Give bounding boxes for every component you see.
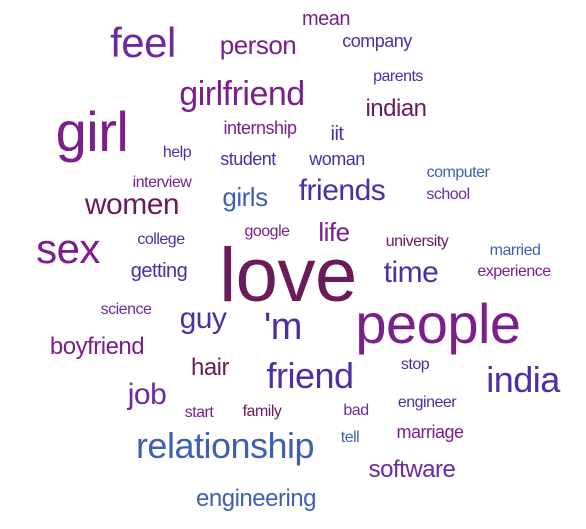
word-bad: bad xyxy=(343,402,369,419)
word-hair: hair xyxy=(190,354,230,381)
word-women: women xyxy=(84,188,180,221)
word-school: school xyxy=(426,186,470,203)
word-friends: friends xyxy=(298,174,386,207)
word-woman: woman xyxy=(309,149,365,169)
word-tell: tell xyxy=(340,429,360,446)
word-life: life xyxy=(318,217,350,247)
word-stop: stop xyxy=(400,356,430,373)
word-boyfriend: boyfriend xyxy=(49,333,145,360)
word-computer: computer xyxy=(426,164,490,181)
word-marriage: marriage xyxy=(396,422,464,442)
word-engineer: engineer xyxy=(397,394,457,411)
word-getting: getting xyxy=(130,260,188,282)
word-engineering: engineering xyxy=(196,485,316,512)
word-relationship: relationship xyxy=(135,425,315,466)
word-m: 'm xyxy=(264,306,302,348)
word-girl: girl xyxy=(55,100,129,163)
word-mean: mean xyxy=(301,8,351,30)
word-company: company xyxy=(342,31,412,51)
word-family: family xyxy=(242,403,282,420)
word-guy: guy xyxy=(179,302,227,335)
word-university: university xyxy=(385,233,449,250)
word-indian: indian xyxy=(365,95,427,122)
word-time: time xyxy=(383,256,439,289)
word-science: science xyxy=(100,301,152,318)
word-internship: internship xyxy=(223,118,297,138)
word-college: college xyxy=(137,231,185,248)
word-people: people xyxy=(355,292,521,355)
word-girls: girls xyxy=(222,182,268,212)
word-feel: feel xyxy=(110,19,176,66)
word-married: married xyxy=(489,242,541,259)
word-iit: iit xyxy=(330,123,344,145)
word-india: india xyxy=(486,359,560,400)
word-person: person xyxy=(219,30,297,60)
word-job: job xyxy=(127,378,167,411)
word-student: student xyxy=(220,149,276,169)
word-start: start xyxy=(184,404,214,421)
word-friend: friend xyxy=(266,355,354,396)
word-experience: experience xyxy=(477,263,551,280)
word-software: software xyxy=(368,456,456,483)
word-help: help xyxy=(162,144,192,161)
word-love: love xyxy=(219,233,357,318)
word-interview: interview xyxy=(132,174,192,191)
word-sex: sex xyxy=(36,225,100,272)
word-google: google xyxy=(244,223,290,240)
word-parents: parents xyxy=(373,68,423,85)
word-girlfriend: girlfriend xyxy=(179,75,305,113)
